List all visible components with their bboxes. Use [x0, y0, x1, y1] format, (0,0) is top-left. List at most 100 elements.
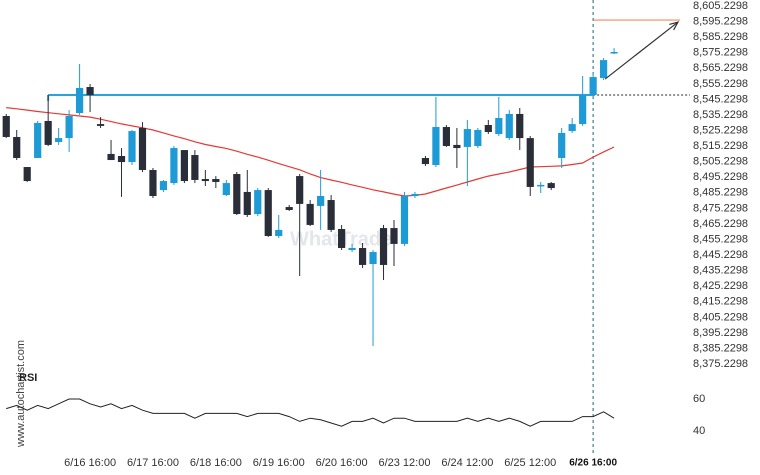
candle-body — [495, 117, 503, 135]
candle-body — [526, 138, 534, 187]
candle-body — [379, 228, 388, 265]
y-tick-label: 8,485.2298 — [693, 187, 748, 199]
y-tick-label: 8,455.2298 — [693, 233, 748, 245]
y-tick-label: 8,605.2298 — [693, 0, 748, 12]
candle-body — [44, 120, 52, 145]
y-tick-label: 8,405.2298 — [693, 311, 748, 323]
candle-body — [317, 195, 325, 206]
candle-body — [107, 153, 115, 161]
candle-body — [453, 144, 461, 149]
candle-body — [558, 132, 566, 159]
candle-body — [34, 122, 42, 159]
forecast-arrowhead — [669, 21, 680, 31]
y-tick-label: 8,585.2298 — [693, 31, 748, 43]
moving-average — [6, 107, 615, 197]
y-tick-label: 8,495.2298 — [693, 171, 748, 183]
candle-body — [442, 127, 450, 147]
candle-body — [369, 252, 377, 265]
candle-body — [338, 228, 346, 248]
x-tick-label: 6/23 12:00 — [378, 457, 430, 469]
candle-body — [348, 247, 356, 251]
y-tick-label: 8,575.2298 — [693, 47, 748, 59]
candle-body — [296, 176, 304, 204]
candle-body — [463, 129, 471, 147]
rsi-tick-label: 40 — [693, 425, 705, 437]
candle-body — [400, 195, 409, 244]
candle-body — [2, 115, 10, 137]
candle-body — [411, 193, 419, 196]
y-tick-label: 8,425.2298 — [693, 280, 748, 292]
x-tick-label: 6/24 12:00 — [441, 457, 493, 469]
candle-body — [13, 136, 21, 159]
candle-body — [65, 115, 73, 139]
candle-body — [537, 184, 545, 187]
y-tick-label: 8,555.2298 — [693, 78, 748, 90]
candle-body — [568, 124, 576, 132]
candle-body — [358, 247, 367, 265]
x-tick-label: 6/20 16:00 — [316, 457, 368, 469]
candle-body — [76, 87, 84, 114]
candle-body — [117, 155, 126, 163]
candle-body — [505, 113, 513, 139]
candle-body — [474, 129, 482, 147]
y-tick-label: 8,395.2298 — [693, 327, 748, 339]
candle-body — [233, 174, 241, 215]
y-tick-label: 8,375.2298 — [693, 358, 748, 370]
y-tick-label: 8,445.2298 — [693, 249, 748, 261]
candle-body — [254, 190, 262, 215]
candle-body — [201, 179, 209, 182]
candle-body — [547, 183, 555, 189]
y-tick-label: 8,565.2298 — [693, 62, 748, 74]
candle-body — [55, 138, 63, 142]
candle-body — [96, 124, 105, 126]
candle-body — [212, 179, 220, 182]
candle-body — [170, 148, 178, 184]
candle-body — [327, 200, 335, 230]
candle-body — [589, 77, 597, 95]
y-tick-label: 8,525.2298 — [693, 124, 748, 136]
rsi-label: RSI — [19, 372, 37, 384]
x-tick-label: 6/26 16:00 — [569, 458, 617, 469]
candle-body — [180, 150, 188, 182]
candle-body — [275, 229, 283, 236]
candle-body — [610, 51, 618, 54]
rsi-line — [6, 398, 615, 427]
x-tick-label: 6/25 12:00 — [504, 457, 556, 469]
candle-body — [264, 190, 272, 236]
candle-body — [600, 60, 608, 78]
y-tick-label: 8,515.2298 — [693, 140, 748, 152]
candle-body — [138, 127, 147, 170]
y-tick-label: 8,545.2298 — [693, 93, 748, 105]
y-tick-label: 8,505.2298 — [693, 156, 748, 168]
candle-body — [149, 169, 157, 196]
candle-body — [128, 131, 136, 163]
candle-body — [421, 158, 430, 165]
x-tick-label: 6/18 16:00 — [190, 457, 242, 469]
y-tick-label: 8,385.2298 — [693, 342, 748, 354]
candle-body — [159, 181, 168, 191]
candle-body — [390, 228, 398, 244]
y-tick-label: 8,475.2298 — [693, 202, 748, 214]
y-tick-label: 8,535.2298 — [693, 109, 748, 121]
candle-body — [579, 94, 587, 125]
x-tick-label: 6/16 16:00 — [64, 457, 116, 469]
candle-body — [222, 183, 230, 196]
y-tick-label: 8,435.2298 — [693, 265, 748, 277]
candle-body — [86, 87, 94, 95]
candle-body — [285, 207, 293, 210]
forecast-arrow — [604, 21, 679, 80]
candle-body — [243, 191, 251, 215]
candle-body — [516, 113, 524, 139]
candle-body — [306, 203, 314, 225]
candle-body — [191, 155, 199, 180]
y-tick-label: 8,595.2298 — [693, 15, 748, 27]
x-tick-label: 6/17 16:00 — [127, 457, 179, 469]
candle-body — [484, 125, 492, 133]
x-tick-label: 6/19 16:00 — [253, 457, 305, 469]
candle-body — [23, 167, 31, 182]
y-tick-label: 8,465.2298 — [693, 218, 748, 230]
candle-body — [432, 127, 440, 166]
y-tick-label: 8,415.2298 — [693, 296, 748, 308]
rsi-tick-label: 60 — [693, 393, 705, 405]
